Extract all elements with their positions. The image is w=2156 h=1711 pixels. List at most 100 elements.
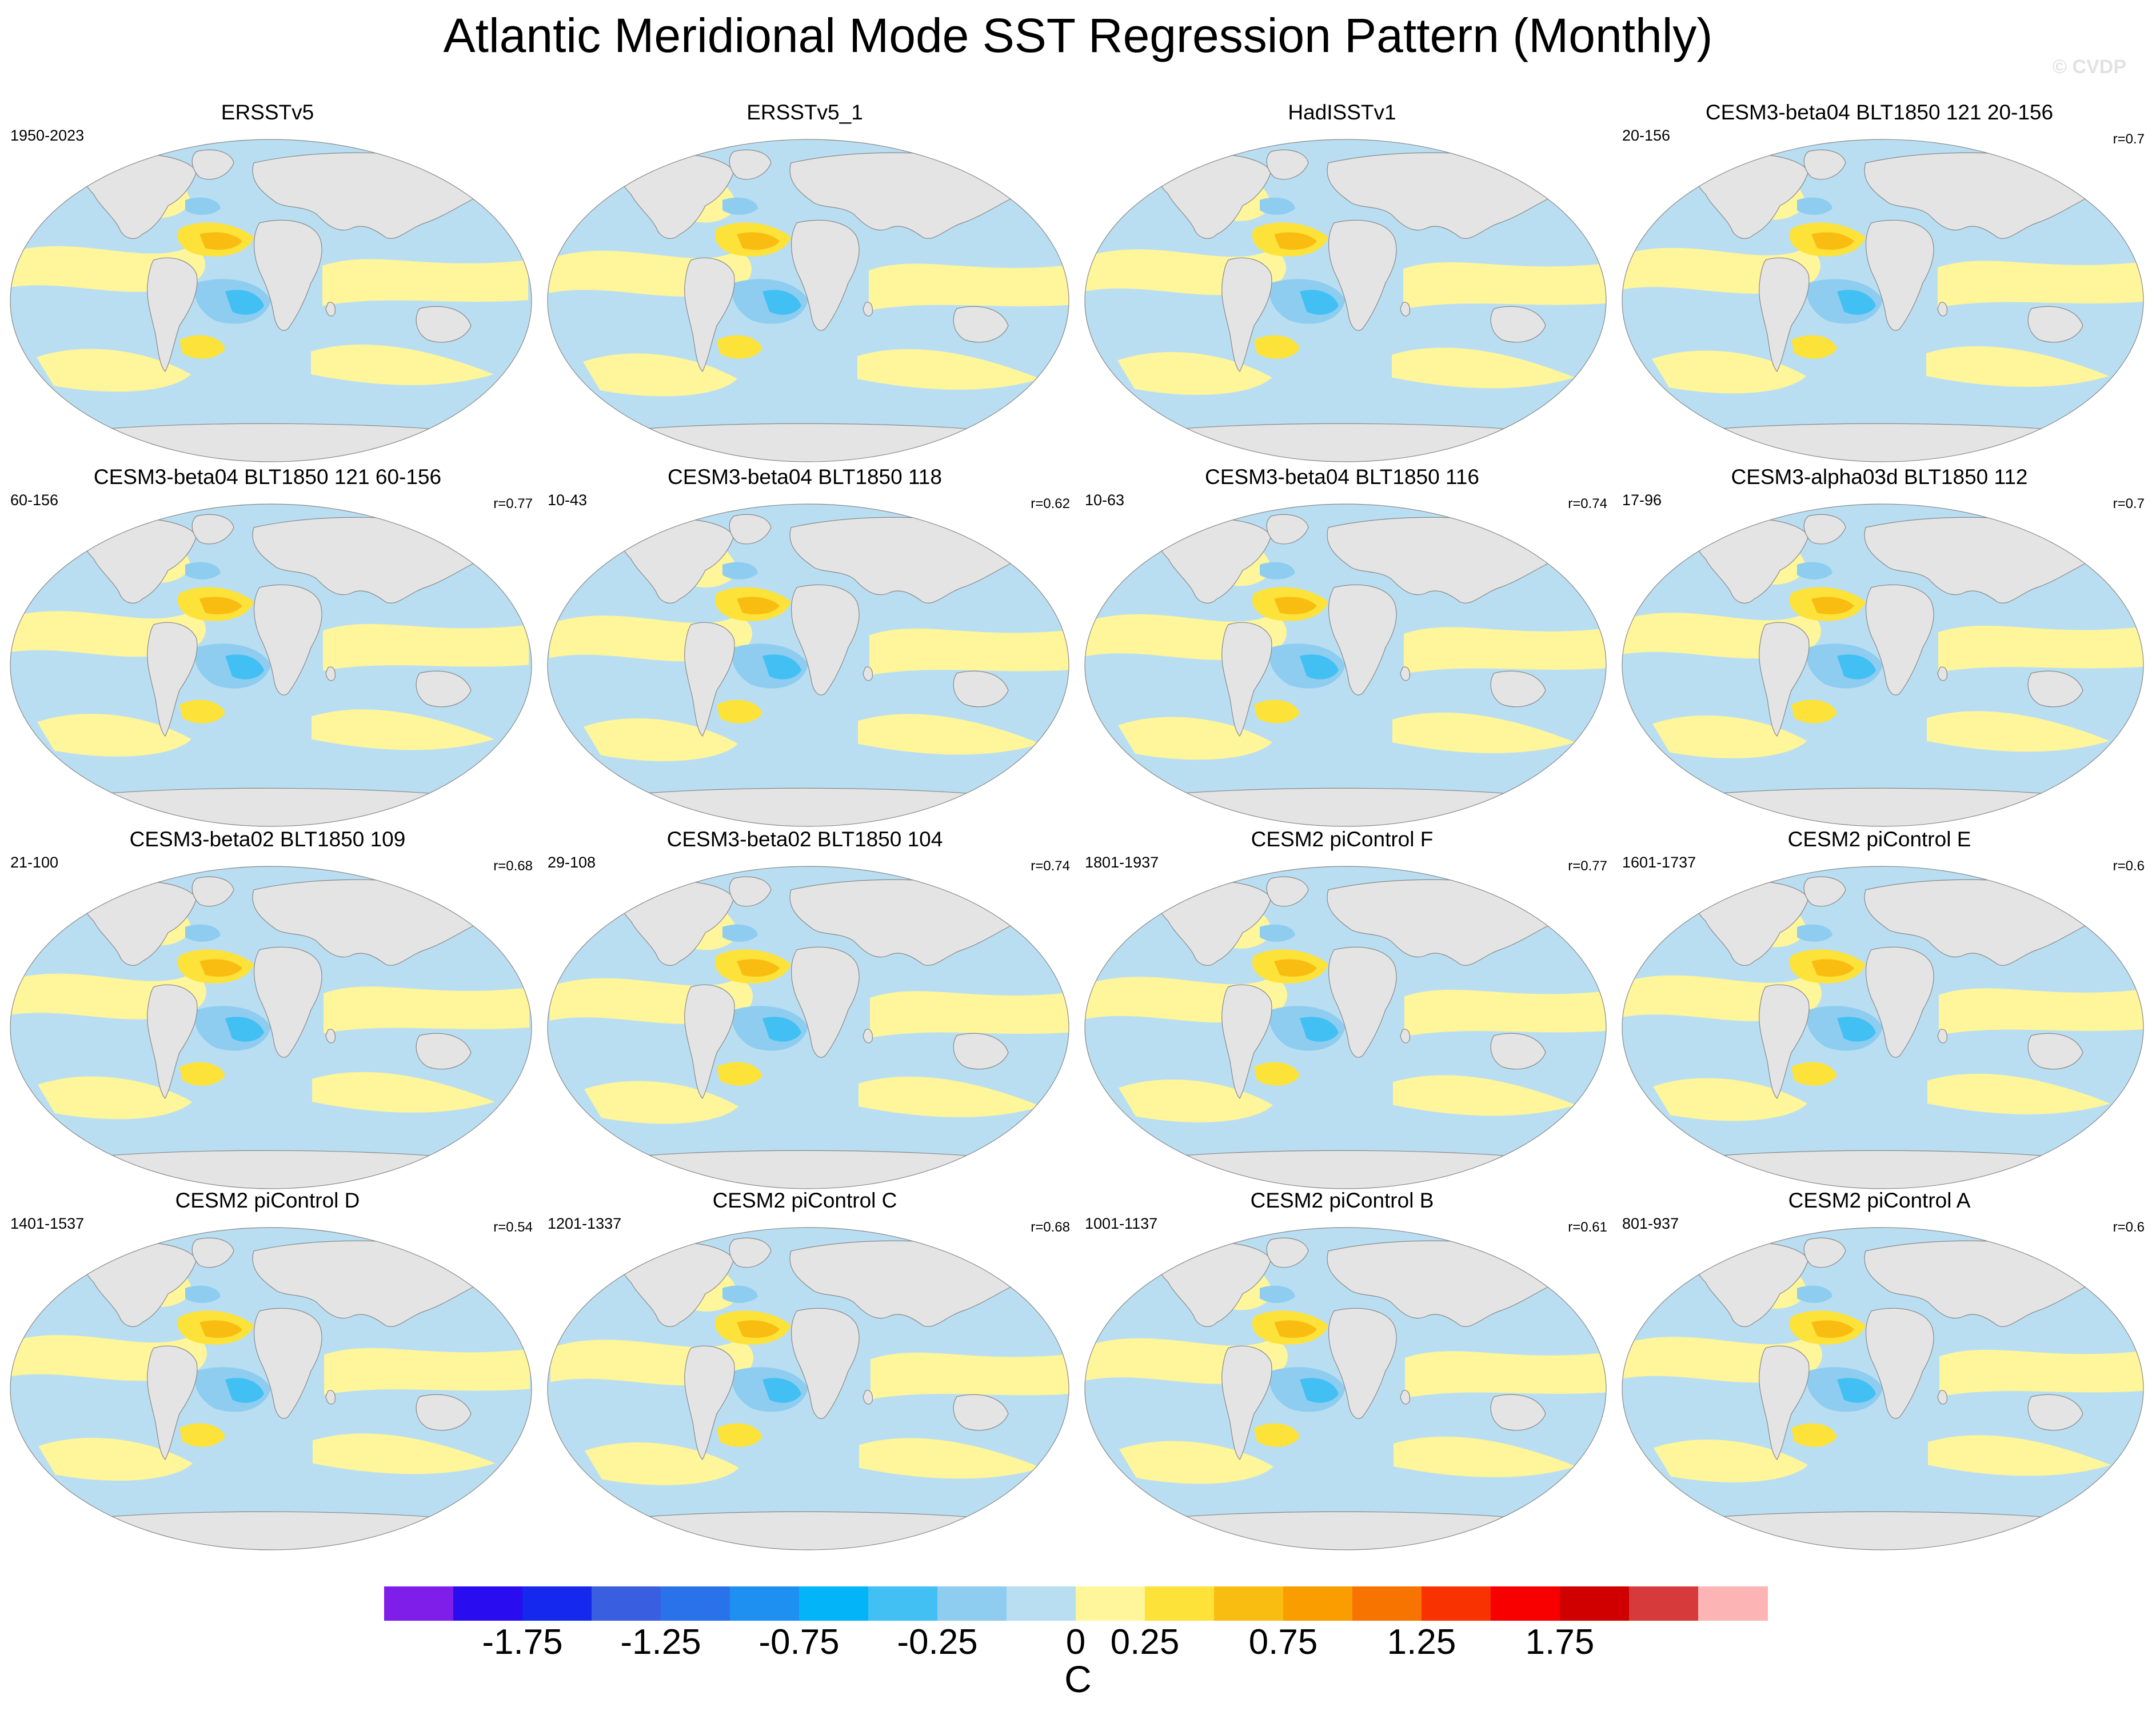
africa: [791, 219, 860, 331]
map-outline: [10, 139, 532, 462]
panel-correlation-label: r=0.74: [1031, 858, 1070, 874]
australia: [2027, 1394, 2083, 1431]
south-america: [147, 984, 198, 1100]
greenland: [191, 1237, 234, 1268]
land-masses: [590, 514, 1026, 826]
south-america: [147, 257, 198, 373]
south-america: [1221, 622, 1272, 737]
panel-period-label: 29-108: [548, 854, 596, 871]
panel-title: ERSSTv5_1: [746, 101, 863, 124]
south-atlantic-cold-core: [225, 654, 264, 679]
colorbar-segment: [868, 1586, 938, 1621]
land-masses: [1665, 1237, 2101, 1550]
south-america: [147, 622, 198, 737]
africa: [254, 219, 322, 331]
colorbar-segment: [1629, 1586, 1699, 1621]
madagascar: [1400, 666, 1410, 681]
antarctica: [1665, 1511, 2101, 1550]
africa: [254, 584, 322, 695]
africa: [1328, 584, 1397, 695]
panel-period-label: 1401-1537: [10, 1215, 85, 1232]
panel-title: CESM2 piControl D: [175, 1189, 360, 1212]
africa: [791, 946, 860, 1058]
north-atlantic-cold-anomaly: [1797, 924, 1832, 942]
antarctica: [53, 1511, 489, 1550]
greenland: [191, 149, 234, 180]
panel-title: CESM3-beta04 BLT1850 116: [1205, 465, 1479, 489]
greenland: [1803, 876, 1846, 907]
antarctica: [53, 1150, 489, 1189]
colorbar-segment: [799, 1586, 869, 1621]
madagascar: [325, 666, 336, 681]
positive-anomaly-region: [37, 349, 191, 392]
south-atlantic-warm-anomaly: [717, 699, 762, 723]
positive-anomaly-region: [869, 628, 1069, 675]
australia: [2027, 1033, 2083, 1070]
panel-period-label: 1001-1137: [1085, 1215, 1158, 1232]
tropical-north-atlantic-core: [199, 232, 242, 250]
map-panel: CESM2 piControl D 1401-1537 r=0.54: [0, 1189, 535, 1554]
madagascar: [863, 1390, 873, 1405]
map-panel: CESM3-beta04 BLT1850 121 20-156 20-156 r=0…: [1612, 101, 2147, 466]
tropical-north-atlantic-core: [1274, 232, 1317, 250]
antarctica: [590, 1511, 1026, 1550]
positive-anomaly-region: [1392, 712, 1575, 753]
south-america: [684, 1345, 735, 1461]
australia: [953, 1033, 1009, 1070]
south-america: [1221, 1345, 1272, 1461]
panel-correlation-label: r=0.61: [1568, 1220, 1607, 1235]
colorbar-segment: [1283, 1586, 1353, 1621]
south-america: [1759, 1345, 1810, 1461]
tropical-north-atlantic-core: [1811, 232, 1854, 250]
colorbar-tick-label: 1.75: [1525, 1622, 1595, 1662]
positive-anomaly-region: [1938, 625, 2143, 673]
australia: [1490, 1033, 1546, 1070]
panel-title: CESM2 piControl F: [1251, 827, 1434, 851]
australia: [2027, 670, 2083, 707]
greenland: [1266, 876, 1309, 907]
panel-title: CESM3-beta04 BLT1850 121 20-156: [1705, 101, 2054, 124]
world-map: [547, 139, 1069, 462]
positive-anomaly-region: [38, 1076, 192, 1120]
antarctica: [53, 423, 489, 462]
colorbar-segment: [730, 1586, 800, 1621]
africa: [1866, 584, 1934, 695]
north-atlantic-cold-anomaly: [1260, 1285, 1295, 1303]
colorbar-segment: [1698, 1586, 1768, 1621]
south-atlantic-cold-core: [1837, 1378, 1876, 1403]
south-atlantic-warm-anomaly: [717, 1062, 762, 1086]
panel-correlation-label: r=0.7: [2113, 131, 2145, 147]
panel-title: CESM2 piControl E: [1787, 827, 1971, 851]
south-atlantic-cold-core: [1300, 1378, 1339, 1403]
positive-anomaly-region: [871, 1352, 1069, 1400]
colorbar-tick-label: -0.75: [758, 1622, 840, 1662]
panel-correlation-label: r=0.68: [493, 858, 533, 874]
tropical-north-atlantic-core: [1274, 959, 1317, 977]
colorbar-tick-label: -1.25: [620, 1622, 701, 1662]
colorbar-tick-label: 0.25: [1110, 1622, 1180, 1662]
greenland: [1803, 514, 1846, 545]
map-outline: [1084, 1227, 1607, 1550]
colorbar-tick-label: 0: [1065, 1622, 1086, 1662]
panel-correlation-label: r=0.77: [493, 496, 533, 511]
positive-anomaly-region: [1926, 346, 2109, 387]
south-america: [1759, 984, 1810, 1100]
north-atlantic-cold-anomaly: [1260, 924, 1295, 942]
africa: [791, 1308, 860, 1419]
tropical-north-atlantic-core: [737, 959, 780, 977]
positive-anomaly-region: [1119, 1080, 1273, 1122]
north-atlantic-cold-anomaly: [185, 562, 221, 579]
world-map: [1084, 1227, 1607, 1550]
australia: [1490, 1394, 1546, 1431]
greenland: [1266, 149, 1309, 180]
tropical-north-atlantic-core: [199, 597, 242, 615]
africa: [254, 1308, 322, 1419]
panel-title: CESM3-beta02 BLT1850 104: [666, 827, 943, 851]
map-outline: [1622, 139, 2144, 462]
positive-anomaly-region: [1652, 715, 1807, 758]
map-panel: CESM2 piControl F 1801-1937 r=0.77: [1075, 827, 1610, 1193]
map-outline: [547, 1227, 1069, 1550]
south-atlantic-cold-core: [225, 290, 264, 315]
north-america: [1156, 881, 1272, 966]
colorbar-segment: [1422, 1586, 1491, 1621]
